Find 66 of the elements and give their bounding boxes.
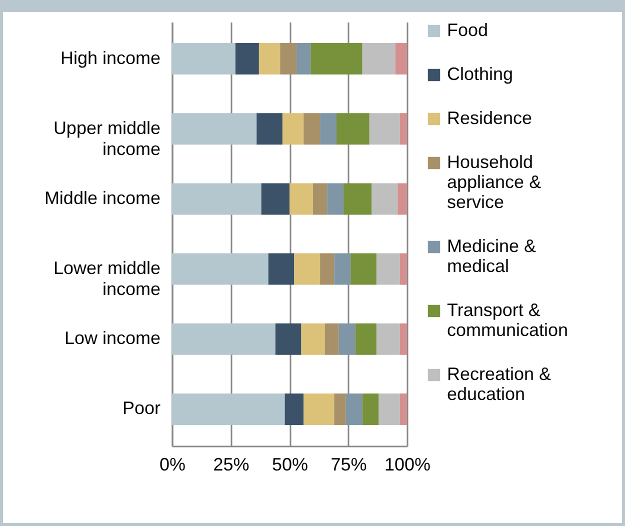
legend-label: Food	[447, 20, 488, 40]
x-tick-label: 50%	[272, 454, 308, 474]
y-tick-label: Upper middle income	[53, 118, 160, 159]
bar	[378, 393, 400, 425]
bar	[235, 43, 259, 75]
bar	[296, 43, 311, 75]
bar	[282, 113, 304, 145]
bar	[334, 253, 351, 285]
bar	[395, 43, 407, 75]
bar	[172, 113, 257, 145]
bar	[400, 393, 407, 425]
bar	[346, 393, 362, 425]
bar	[268, 253, 294, 285]
legend-label: Clothing	[447, 64, 514, 84]
bar	[261, 183, 290, 215]
bar	[172, 393, 285, 425]
bar	[256, 113, 282, 145]
bar	[376, 253, 400, 285]
bar	[324, 323, 339, 355]
bar	[172, 43, 236, 75]
legend-label: Medicine & medical	[447, 236, 536, 276]
bar	[376, 323, 400, 355]
legend-label: Residence	[447, 108, 532, 128]
bar	[338, 323, 356, 355]
bar	[362, 43, 396, 75]
bar	[369, 113, 400, 145]
bar	[362, 393, 379, 425]
bar	[294, 253, 320, 285]
bar	[336, 113, 370, 145]
bar	[372, 183, 398, 215]
bar	[344, 183, 372, 215]
legend-label: Recreation & education	[447, 364, 552, 404]
bar	[258, 43, 280, 75]
bar	[275, 323, 302, 355]
y-tick-label: Low income	[64, 328, 160, 348]
bar	[400, 323, 407, 355]
bar	[320, 253, 334, 285]
bar	[172, 253, 268, 285]
y-tick-label: Poor	[122, 398, 160, 418]
legend-label: Transport & communication	[447, 300, 568, 340]
bar	[398, 183, 407, 215]
x-tick-label: 75%	[330, 454, 367, 474]
x-tick-label: 25%	[213, 454, 250, 474]
bar	[304, 393, 334, 425]
bar	[313, 183, 328, 215]
bar	[284, 393, 304, 425]
bar	[355, 323, 376, 355]
bar	[280, 43, 297, 75]
bar	[350, 253, 376, 285]
y-tick-label: High income	[60, 48, 160, 68]
bar	[172, 323, 276, 355]
bar	[327, 183, 344, 215]
bar	[310, 43, 362, 75]
x-tick-label: 100%	[384, 454, 431, 474]
bar	[301, 323, 325, 355]
bar	[304, 113, 320, 145]
bar	[400, 253, 407, 285]
y-tick-label: Lower middle income	[53, 258, 160, 300]
legend-label: Household appliance & service	[447, 152, 542, 212]
bar	[334, 393, 346, 425]
x-tick-label: 0%	[159, 454, 186, 474]
bar	[320, 113, 336, 145]
bar	[172, 183, 262, 215]
bar	[400, 113, 407, 145]
bar	[290, 183, 313, 215]
y-tick-label: Middle income	[44, 188, 160, 208]
